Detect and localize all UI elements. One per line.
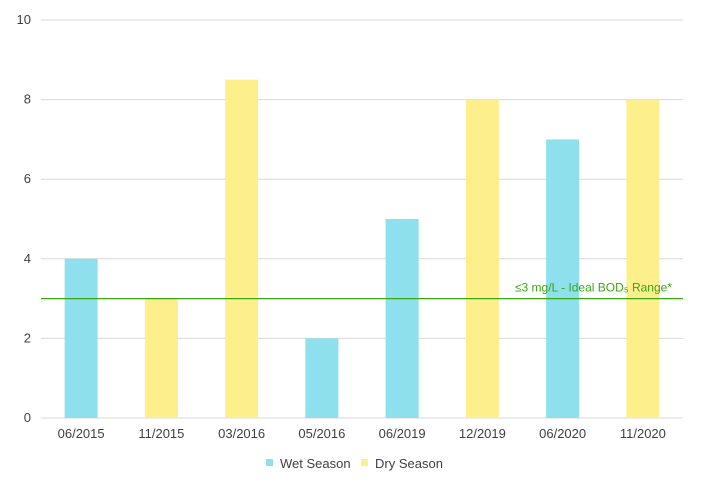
bar-06-2015 — [64, 258, 98, 418]
legend: Wet Season Dry Season — [266, 456, 443, 471]
x-tick-label-06-2019: 06/2019 — [379, 426, 426, 441]
y-tick-label-0: 0 — [24, 410, 31, 425]
reference-line-label: ≤3 mg/L - Ideal BOD₅ Range* — [515, 281, 672, 295]
x-tick-label-05-2016: 05/2016 — [298, 426, 345, 441]
x-tick-label-06-2020: 06/2020 — [539, 426, 586, 441]
legend-swatch-dry-season — [361, 459, 368, 466]
bar-03-2016 — [225, 79, 259, 418]
x-tick-label-03-2016: 03/2016 — [218, 426, 265, 441]
y-tick-label-2: 2 — [24, 330, 31, 345]
y-tick-label-10: 10 — [17, 12, 31, 27]
bar-11-2020 — [626, 99, 660, 418]
y-tick-label-4: 4 — [24, 251, 31, 266]
bar-06-2019 — [385, 219, 419, 418]
x-axis-ticks: 06/2015 11/2015 03/2016 05/2016 06/2019 12/20… — [58, 426, 666, 441]
reference-line-group: ≤3 mg/L - Ideal BOD₅ Range* — [41, 281, 683, 300]
x-tick-label-11-2015: 11/2015 — [138, 426, 184, 441]
bar-11-2015 — [144, 298, 178, 418]
legend-swatch-wet-season — [266, 459, 273, 466]
x-tick-label-06-2015: 06/2015 — [58, 426, 105, 441]
y-tick-label-6: 6 — [24, 171, 31, 186]
bars — [64, 79, 660, 418]
bar-12-2019 — [465, 99, 499, 418]
y-axis-ticks: 0 2 4 6 8 10 — [17, 12, 31, 425]
bar-05-2016 — [305, 338, 339, 418]
x-tick-label-11-2020: 11/2020 — [620, 426, 666, 441]
legend-label-wet-season: Wet Season — [280, 456, 351, 471]
legend-label-dry-season: Dry Season — [375, 456, 443, 471]
y-tick-label-8: 8 — [24, 92, 31, 107]
bar-06-2020 — [546, 139, 580, 418]
x-tick-label-12-2019: 12/2019 — [459, 426, 506, 441]
gridlines — [41, 19, 683, 419]
